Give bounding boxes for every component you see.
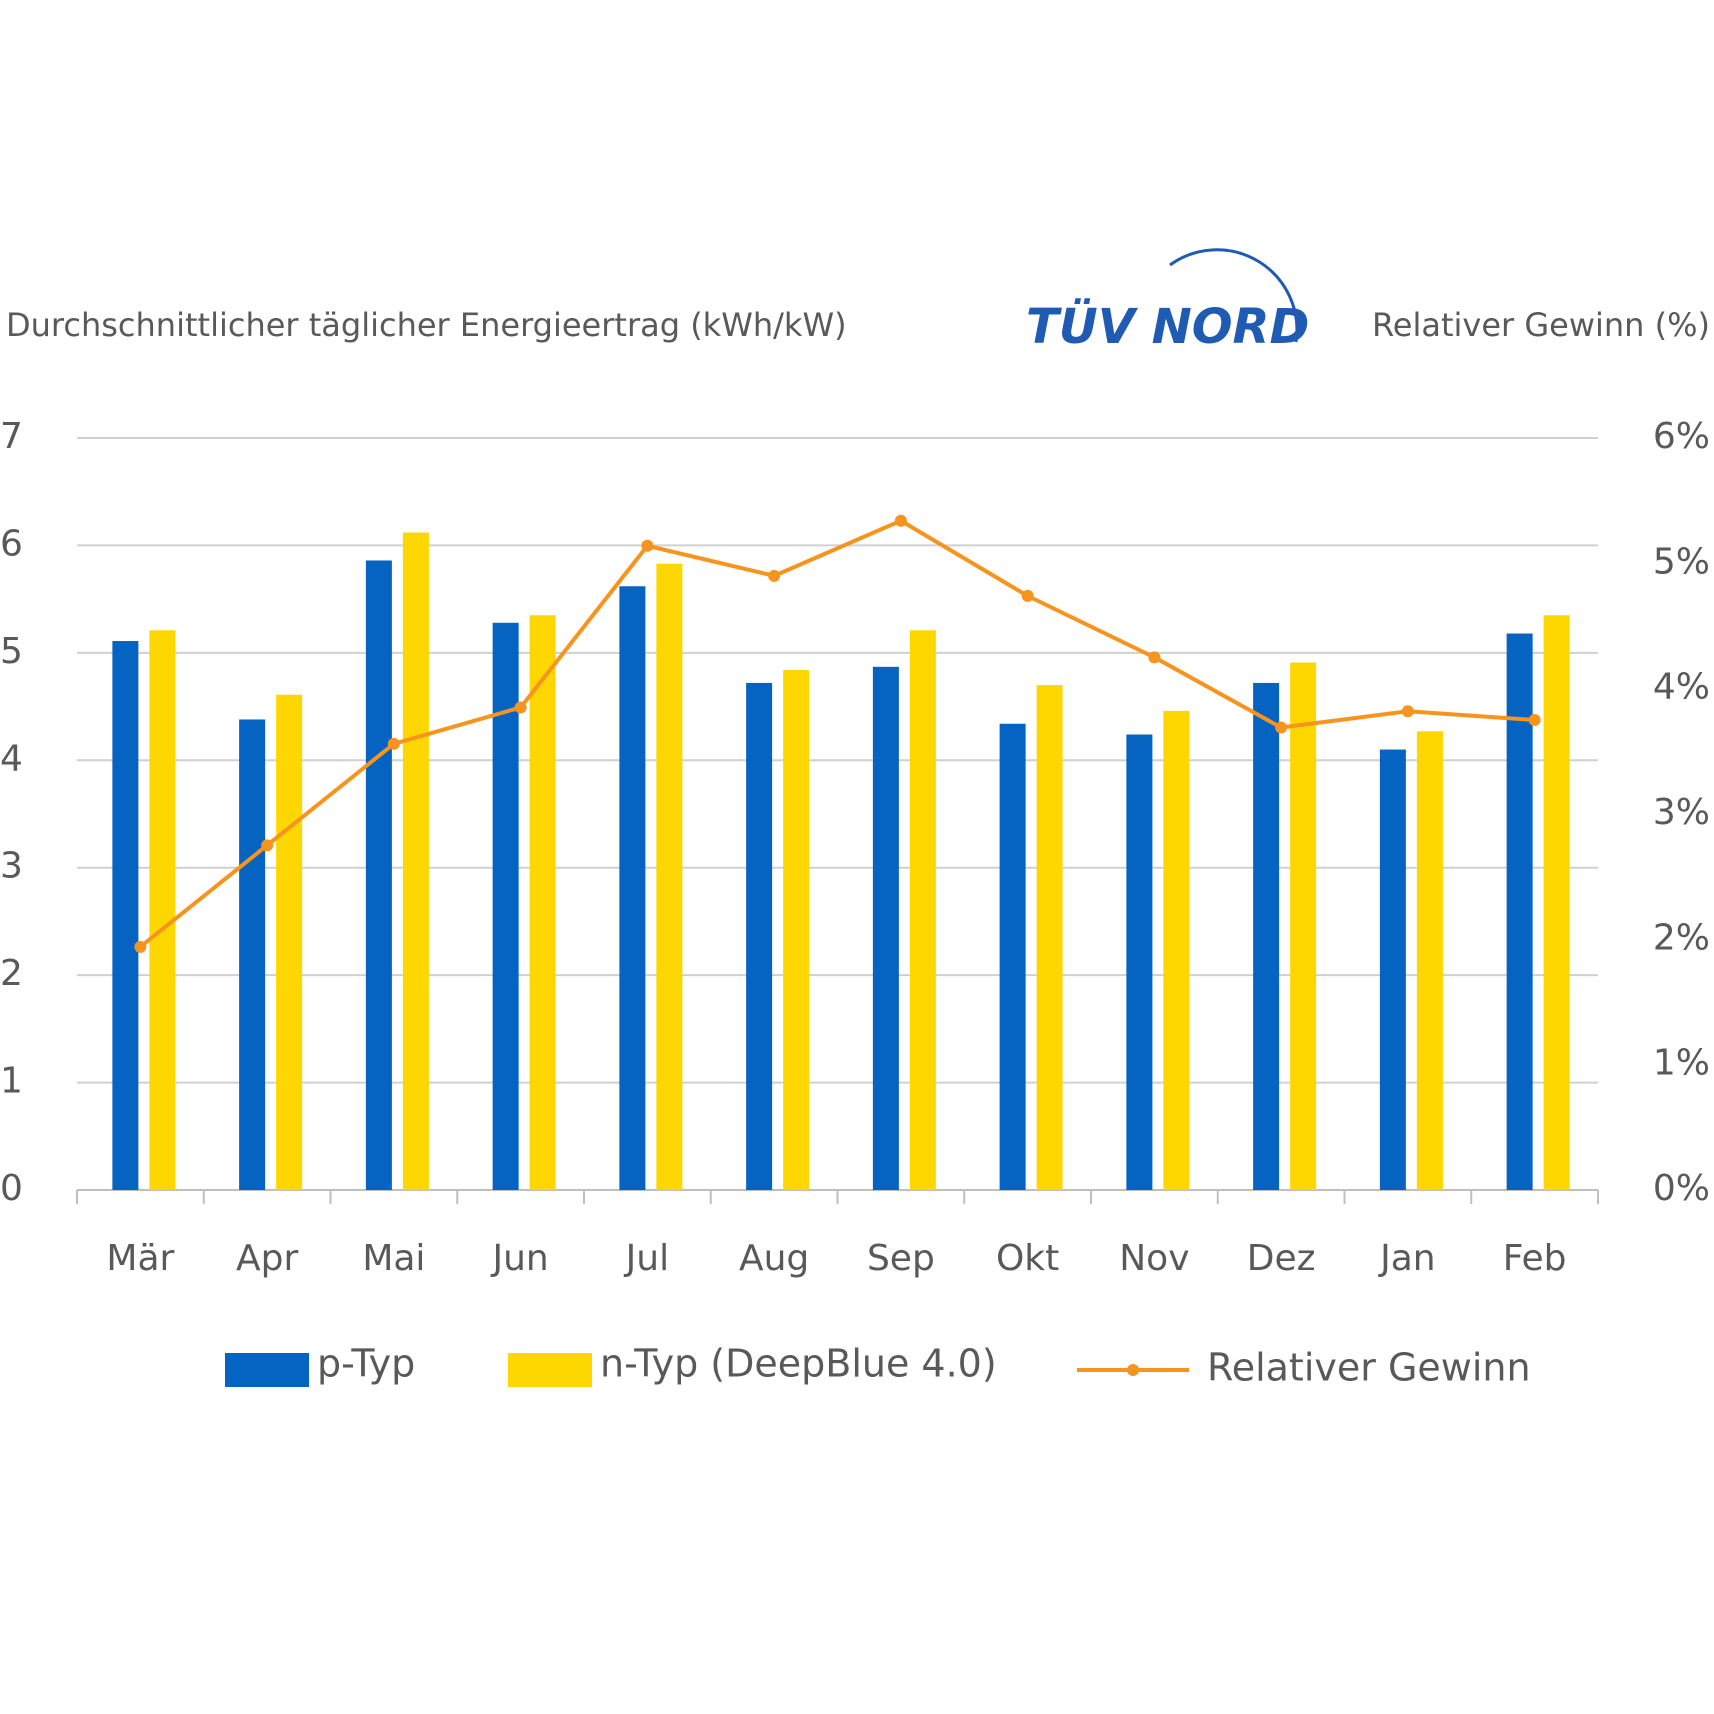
x-tick-label: Jul bbox=[624, 1238, 669, 1279]
x-tick-label: Aug bbox=[739, 1238, 809, 1279]
bar bbox=[1290, 662, 1317, 1190]
bar bbox=[492, 622, 519, 1190]
bar bbox=[999, 723, 1026, 1190]
point bbox=[641, 539, 654, 552]
bar bbox=[276, 694, 303, 1190]
y-tick-label: 2 bbox=[0, 953, 23, 994]
y2-tick-label: 0% bbox=[1653, 1168, 1710, 1209]
y2-tick-label: 5% bbox=[1653, 541, 1710, 582]
legend-label: Relativer Gewinn bbox=[1207, 1346, 1531, 1390]
point bbox=[1021, 589, 1034, 602]
legend-marker bbox=[1127, 1364, 1139, 1376]
point bbox=[387, 737, 400, 750]
bar bbox=[656, 563, 683, 1190]
bar bbox=[529, 615, 556, 1190]
y-tick-label: 3 bbox=[0, 846, 23, 887]
bar bbox=[1416, 731, 1443, 1190]
y-tick-label: 5 bbox=[0, 631, 23, 672]
x-tick-label: Mär bbox=[106, 1238, 174, 1279]
y-tick-label: 1 bbox=[0, 1061, 23, 1102]
bar bbox=[872, 666, 899, 1190]
bar bbox=[402, 532, 429, 1190]
bar bbox=[1126, 734, 1153, 1190]
y2-tick-label: 1% bbox=[1653, 1043, 1710, 1084]
point bbox=[1148, 651, 1161, 664]
point bbox=[261, 839, 274, 852]
bar bbox=[909, 630, 936, 1190]
x-tick-label: Apr bbox=[236, 1238, 298, 1279]
point bbox=[768, 569, 781, 582]
point bbox=[1275, 721, 1288, 734]
y-tick-label: 7 bbox=[0, 416, 23, 457]
logo-arc bbox=[1169, 248, 1299, 343]
bar bbox=[112, 641, 139, 1190]
bar bbox=[365, 560, 392, 1190]
x-tick-label: Jun bbox=[491, 1238, 549, 1279]
bar bbox=[619, 586, 646, 1190]
bar bbox=[149, 630, 176, 1190]
bar bbox=[1506, 633, 1533, 1190]
bar bbox=[1163, 710, 1190, 1190]
bar bbox=[1379, 749, 1406, 1190]
y-tick-label: 6 bbox=[0, 523, 23, 564]
y2-tick-label: 4% bbox=[1653, 667, 1710, 708]
legend-label: n-Typ (DeepBlue 4.0) bbox=[600, 1342, 997, 1386]
legend-swatch bbox=[508, 1353, 592, 1387]
point bbox=[1401, 705, 1414, 718]
x-tick-label: Mai bbox=[362, 1238, 425, 1279]
y-tick-label: 0 bbox=[0, 1168, 23, 1209]
point bbox=[894, 514, 907, 527]
bar bbox=[783, 670, 810, 1190]
x-tick-label: Sep bbox=[867, 1238, 935, 1279]
legend-swatch bbox=[225, 1353, 309, 1387]
logo: TÜV NORD bbox=[1026, 298, 1309, 355]
y2-tick-label: 6% bbox=[1653, 416, 1710, 457]
x-tick-label: Okt bbox=[996, 1238, 1059, 1279]
x-tick-label: Nov bbox=[1119, 1238, 1189, 1279]
bar bbox=[1253, 682, 1280, 1190]
y2-tick-label: 2% bbox=[1653, 917, 1710, 958]
x-tick-label: Dez bbox=[1247, 1238, 1316, 1279]
y-axis-title: Durchschnittlicher täglicher Energieertr… bbox=[6, 306, 847, 344]
x-tick-label: Jan bbox=[1378, 1238, 1436, 1279]
y2-tick-label: 3% bbox=[1653, 792, 1710, 833]
line bbox=[139, 518, 1535, 949]
point bbox=[514, 701, 527, 714]
legend-label: p-Typ bbox=[317, 1342, 415, 1386]
y2-axis-title: Relativer Gewinn (%) bbox=[1372, 306, 1710, 344]
bar bbox=[1543, 615, 1570, 1190]
x-tick-label: Feb bbox=[1503, 1238, 1567, 1279]
bar bbox=[1036, 685, 1063, 1190]
point bbox=[1528, 714, 1541, 726]
point bbox=[134, 940, 147, 953]
bar bbox=[239, 719, 266, 1190]
bar bbox=[746, 682, 773, 1190]
y-tick-label: 4 bbox=[0, 738, 23, 779]
